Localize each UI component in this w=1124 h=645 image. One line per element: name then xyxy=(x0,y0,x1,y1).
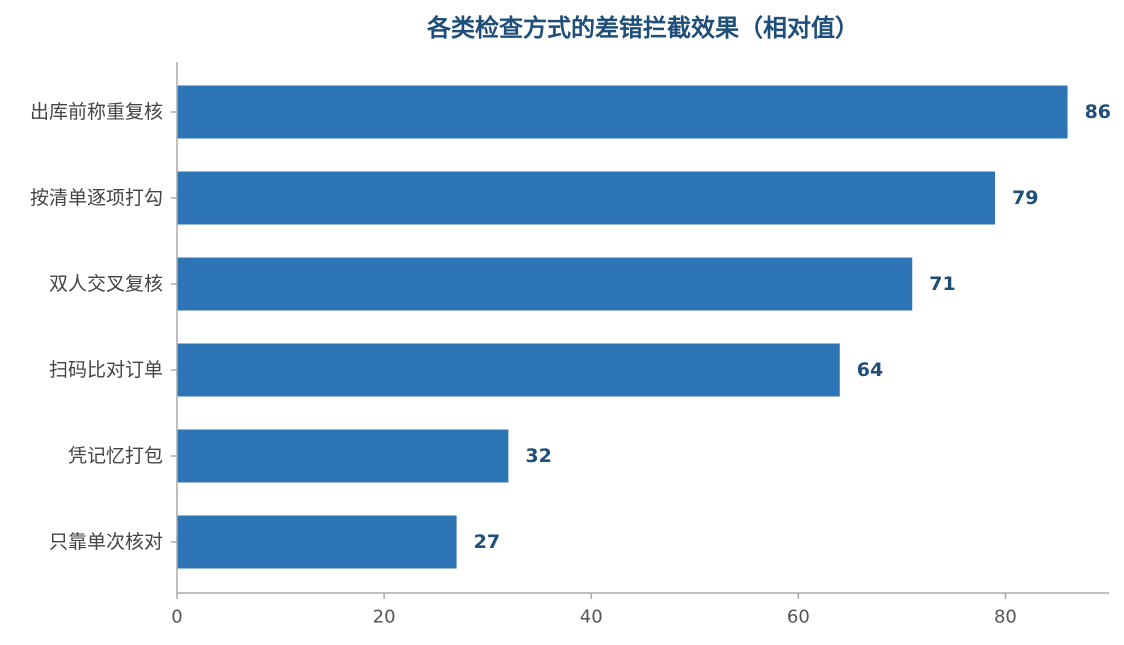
data-label: 64 xyxy=(857,359,883,381)
axis-layer: 0 20 40 60 80 xyxy=(171,62,1109,628)
data-label: 71 xyxy=(929,273,955,295)
x-tick-label: 20 xyxy=(373,607,396,628)
value-labels-layer: 86 79 71 64 32 27 xyxy=(474,101,1111,553)
bar xyxy=(177,429,509,483)
bar xyxy=(177,515,457,569)
data-label: 79 xyxy=(1012,187,1038,209)
category-label: 按清单逐项打勾 xyxy=(30,187,163,209)
bar xyxy=(177,85,1068,139)
category-label: 出库前称重复核 xyxy=(30,101,163,123)
data-label: 27 xyxy=(474,531,500,553)
x-tick-label: 60 xyxy=(787,607,810,628)
data-label: 32 xyxy=(525,445,551,467)
bars-layer xyxy=(177,85,1068,569)
bar xyxy=(177,343,840,397)
bar xyxy=(177,171,996,225)
category-label: 只靠单次核对 xyxy=(49,531,163,553)
category-label: 双人交叉复核 xyxy=(49,273,163,295)
bar xyxy=(177,257,913,311)
category-label: 扫码比对订单 xyxy=(49,359,163,381)
category-label: 凭记忆打包 xyxy=(68,445,163,467)
data-label: 86 xyxy=(1085,101,1111,123)
chart-title: 各类检查方式的差错拦截效果（相对值） xyxy=(427,14,859,42)
x-tick-label: 80 xyxy=(994,607,1017,628)
x-tick-label: 40 xyxy=(580,607,603,628)
x-tick-label: 0 xyxy=(171,607,182,628)
